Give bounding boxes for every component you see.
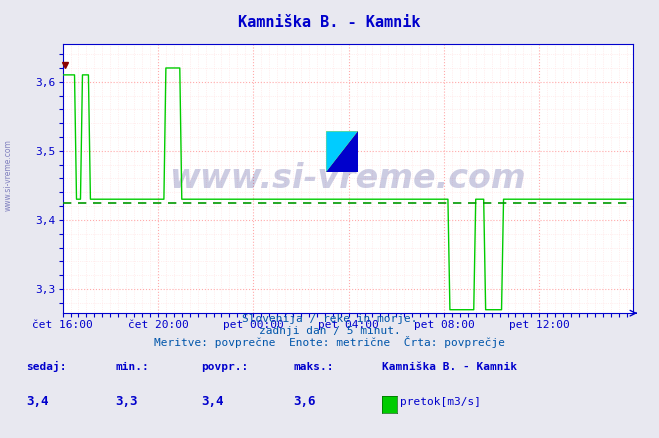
Text: 3,4: 3,4 [201,395,223,408]
Text: Kamniška B. - Kamnik: Kamniška B. - Kamnik [382,362,517,372]
Text: min.:: min.: [115,362,149,372]
Text: pretok[m3/s]: pretok[m3/s] [400,397,481,407]
Text: Meritve: povprečne  Enote: metrične  Črta: povprečje: Meritve: povprečne Enote: metrične Črta:… [154,336,505,348]
Polygon shape [326,131,358,172]
Text: 3,6: 3,6 [293,395,316,408]
Text: povpr.:: povpr.: [201,362,248,372]
Text: www.si-vreme.com: www.si-vreme.com [3,139,13,211]
Text: Slovenija / reke in morje.: Slovenija / reke in morje. [242,314,417,324]
Text: 3,3: 3,3 [115,395,138,408]
Text: sedaj:: sedaj: [26,361,67,372]
FancyBboxPatch shape [326,131,358,172]
Text: zadnji dan / 5 minut.: zadnji dan / 5 minut. [258,326,401,336]
Text: www.si-vreme.com: www.si-vreme.com [169,162,526,195]
Polygon shape [326,131,358,172]
Text: 3,4: 3,4 [26,395,49,408]
Text: Kamniška B. - Kamnik: Kamniška B. - Kamnik [239,15,420,30]
Text: maks.:: maks.: [293,362,333,372]
